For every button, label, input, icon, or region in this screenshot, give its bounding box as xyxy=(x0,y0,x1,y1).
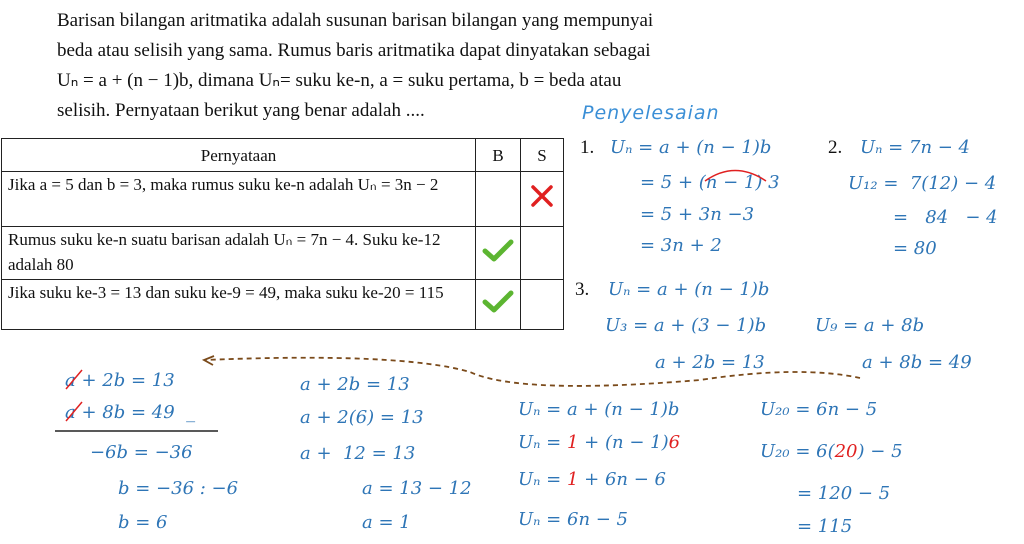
arrow-head xyxy=(201,355,215,366)
math-text: Uₙ = a + (n − 1)b xyxy=(518,399,680,420)
math-text: −6b = −36 xyxy=(90,442,193,463)
math-text: U₉ = a + 8b xyxy=(815,315,925,336)
strike xyxy=(65,369,83,390)
math-step: = 5 + 3n −3 xyxy=(640,203,754,227)
math-step: a + 12 = 13 xyxy=(300,442,415,466)
math-text: Uₙ = 6n − 5 xyxy=(518,509,629,530)
math-text: = 115 xyxy=(797,516,853,537)
math-step: b = 6 xyxy=(118,511,168,535)
math-step: U₁₂ = 7(12) − 4 xyxy=(848,172,996,196)
paragraph-line: Barisan bilangan aritmatika adalah susun… xyxy=(57,10,654,31)
math-text: a = 13 − 12 xyxy=(362,478,472,499)
math-text: a = 1 xyxy=(362,512,411,533)
heading: Penyelesaian xyxy=(582,102,720,124)
math-step: a + 8b = 49 xyxy=(862,351,972,375)
math-step: Uₙ = 1 + 6n − 6 xyxy=(518,468,666,492)
math-step: a + 8b = 49 _ xyxy=(65,401,195,425)
math-step: a + 2b = 13 xyxy=(300,373,410,397)
math-text: Uₙ = 7n − 4 xyxy=(860,137,971,158)
math-text: a + 2(6) = 13 xyxy=(300,407,424,428)
math-step: a + 2(6) = 13 xyxy=(300,406,424,430)
math-step: Uₙ = a + (n − 1)b xyxy=(518,398,679,422)
check-icon xyxy=(482,290,514,313)
math-text: b = −36 : −6 xyxy=(118,478,239,499)
math-text: a + 8b = 49 xyxy=(862,352,972,373)
math-text: U₂₀ = 6( xyxy=(760,441,835,462)
math-text: a + 2b = 13 xyxy=(65,370,175,391)
cell xyxy=(520,171,564,227)
item-number: 2. xyxy=(828,137,843,158)
math-text: b = 6 xyxy=(118,512,168,533)
math-step: Uₙ = 1 + (n − 1)6 xyxy=(518,431,680,455)
math-step: Uₙ = a + (n − 1)b xyxy=(610,136,771,160)
row: Rumus suku ke-n suatu barisan adalah Uₙ … xyxy=(1,226,564,280)
math-step: a + 2b = 13 xyxy=(655,351,765,375)
math-text: ) − 5 xyxy=(857,441,903,462)
math-text: a + 12 = 13 xyxy=(300,443,416,464)
math-text: = 80 xyxy=(893,238,937,259)
math-step: = 84 − 4 xyxy=(893,206,998,230)
item-number: 1. xyxy=(580,137,595,158)
math-step: = 115 xyxy=(797,515,852,539)
math-step: Uₙ = a + (n − 1)b xyxy=(608,278,769,302)
paragraph-line: beda atau selisih yang sama. Rumus baris… xyxy=(57,40,651,61)
math-step: U₉ = a + 8b xyxy=(815,314,924,338)
math-text: U₁₂ = 7(12) − 4 xyxy=(848,173,997,194)
math-step: −6b = −36 xyxy=(90,441,193,465)
math-text: = 84 − 4 xyxy=(893,207,998,228)
math-step: = 80 xyxy=(893,237,937,261)
math-text: + (n − 1) xyxy=(578,432,669,453)
math-step: = 120 − 5 xyxy=(797,482,890,506)
statement-table: Pernyataan B S Jika a = 5 dan b = 3, mak… xyxy=(1,138,564,330)
math-step: a + 2b = 13 xyxy=(65,369,175,393)
cross-icon xyxy=(531,184,553,207)
highlight: 6 xyxy=(668,432,681,453)
dashed-arrow xyxy=(204,356,861,387)
math-text: a + 8b = 49 _ xyxy=(65,402,196,423)
math-step: Uₙ = 6n − 5 xyxy=(518,508,628,532)
math-step: a = 13 − 12 xyxy=(362,477,472,501)
highlight: 20 xyxy=(834,441,858,462)
cell xyxy=(520,279,564,330)
paragraph-line: selisih. Pernyataan berikut yang benar a… xyxy=(57,100,425,121)
paragraph-line: Uₙ = a + (n − 1)b, dimana Uₙ= suku ke-n,… xyxy=(57,70,622,91)
math-text: a + 2b = 13 xyxy=(655,352,765,373)
math-text: Uₙ = a + (n − 1)b xyxy=(608,279,770,300)
header-cell: S xyxy=(520,138,564,172)
math-step: Uₙ = 7n − 4 xyxy=(860,136,970,160)
math-step: U₃ = a + (3 − 1)b xyxy=(605,314,766,338)
math-text: + 6n − 6 xyxy=(578,469,667,490)
check-icon xyxy=(482,239,514,261)
math-step: a = 1 xyxy=(362,511,411,535)
strike xyxy=(65,401,83,422)
arc xyxy=(704,169,767,182)
math-step: b = −36 : −6 xyxy=(118,477,238,501)
math-text: Uₙ = xyxy=(518,432,567,453)
row: Jika suku ke-3 = 13 dan suku ke-9 = 49, … xyxy=(1,279,564,330)
math-step: = 3n + 2 xyxy=(640,234,722,258)
math-text: = 120 − 5 xyxy=(797,483,891,504)
header-cell: Pernyataan xyxy=(1,138,476,172)
math-text: a + 2b = 13 xyxy=(300,374,410,395)
math-text: = 3n + 2 xyxy=(640,235,722,256)
math-text: = 5 + 3n −3 xyxy=(640,204,755,225)
statement: Rumus suku ke-n suatu barisan adalah Uₙ … xyxy=(1,226,476,280)
math-text: Uₙ = xyxy=(518,469,567,490)
header-row: Pernyataan B S xyxy=(1,138,564,172)
highlight: 1 xyxy=(567,432,579,453)
math-text: U₂₀ = 6n − 5 xyxy=(760,399,878,420)
cell xyxy=(520,226,564,280)
math-text: U₃ = a + (3 − 1)b xyxy=(605,315,767,336)
statement: Jika suku ke-3 = 13 dan suku ke-9 = 49, … xyxy=(1,279,476,330)
item-number: 3. xyxy=(575,279,590,300)
math-step: = 5 + (n − 1) 3 xyxy=(640,171,780,195)
math-step: U₂₀ = 6(20) − 5 xyxy=(760,440,903,464)
math-step: U₂₀ = 6n − 5 xyxy=(760,398,877,422)
math-text: = 5 + (n − 1) 3 xyxy=(640,172,780,193)
highlight: 1 xyxy=(567,469,579,490)
math-text: Uₙ = a + (n − 1)b xyxy=(610,137,772,158)
